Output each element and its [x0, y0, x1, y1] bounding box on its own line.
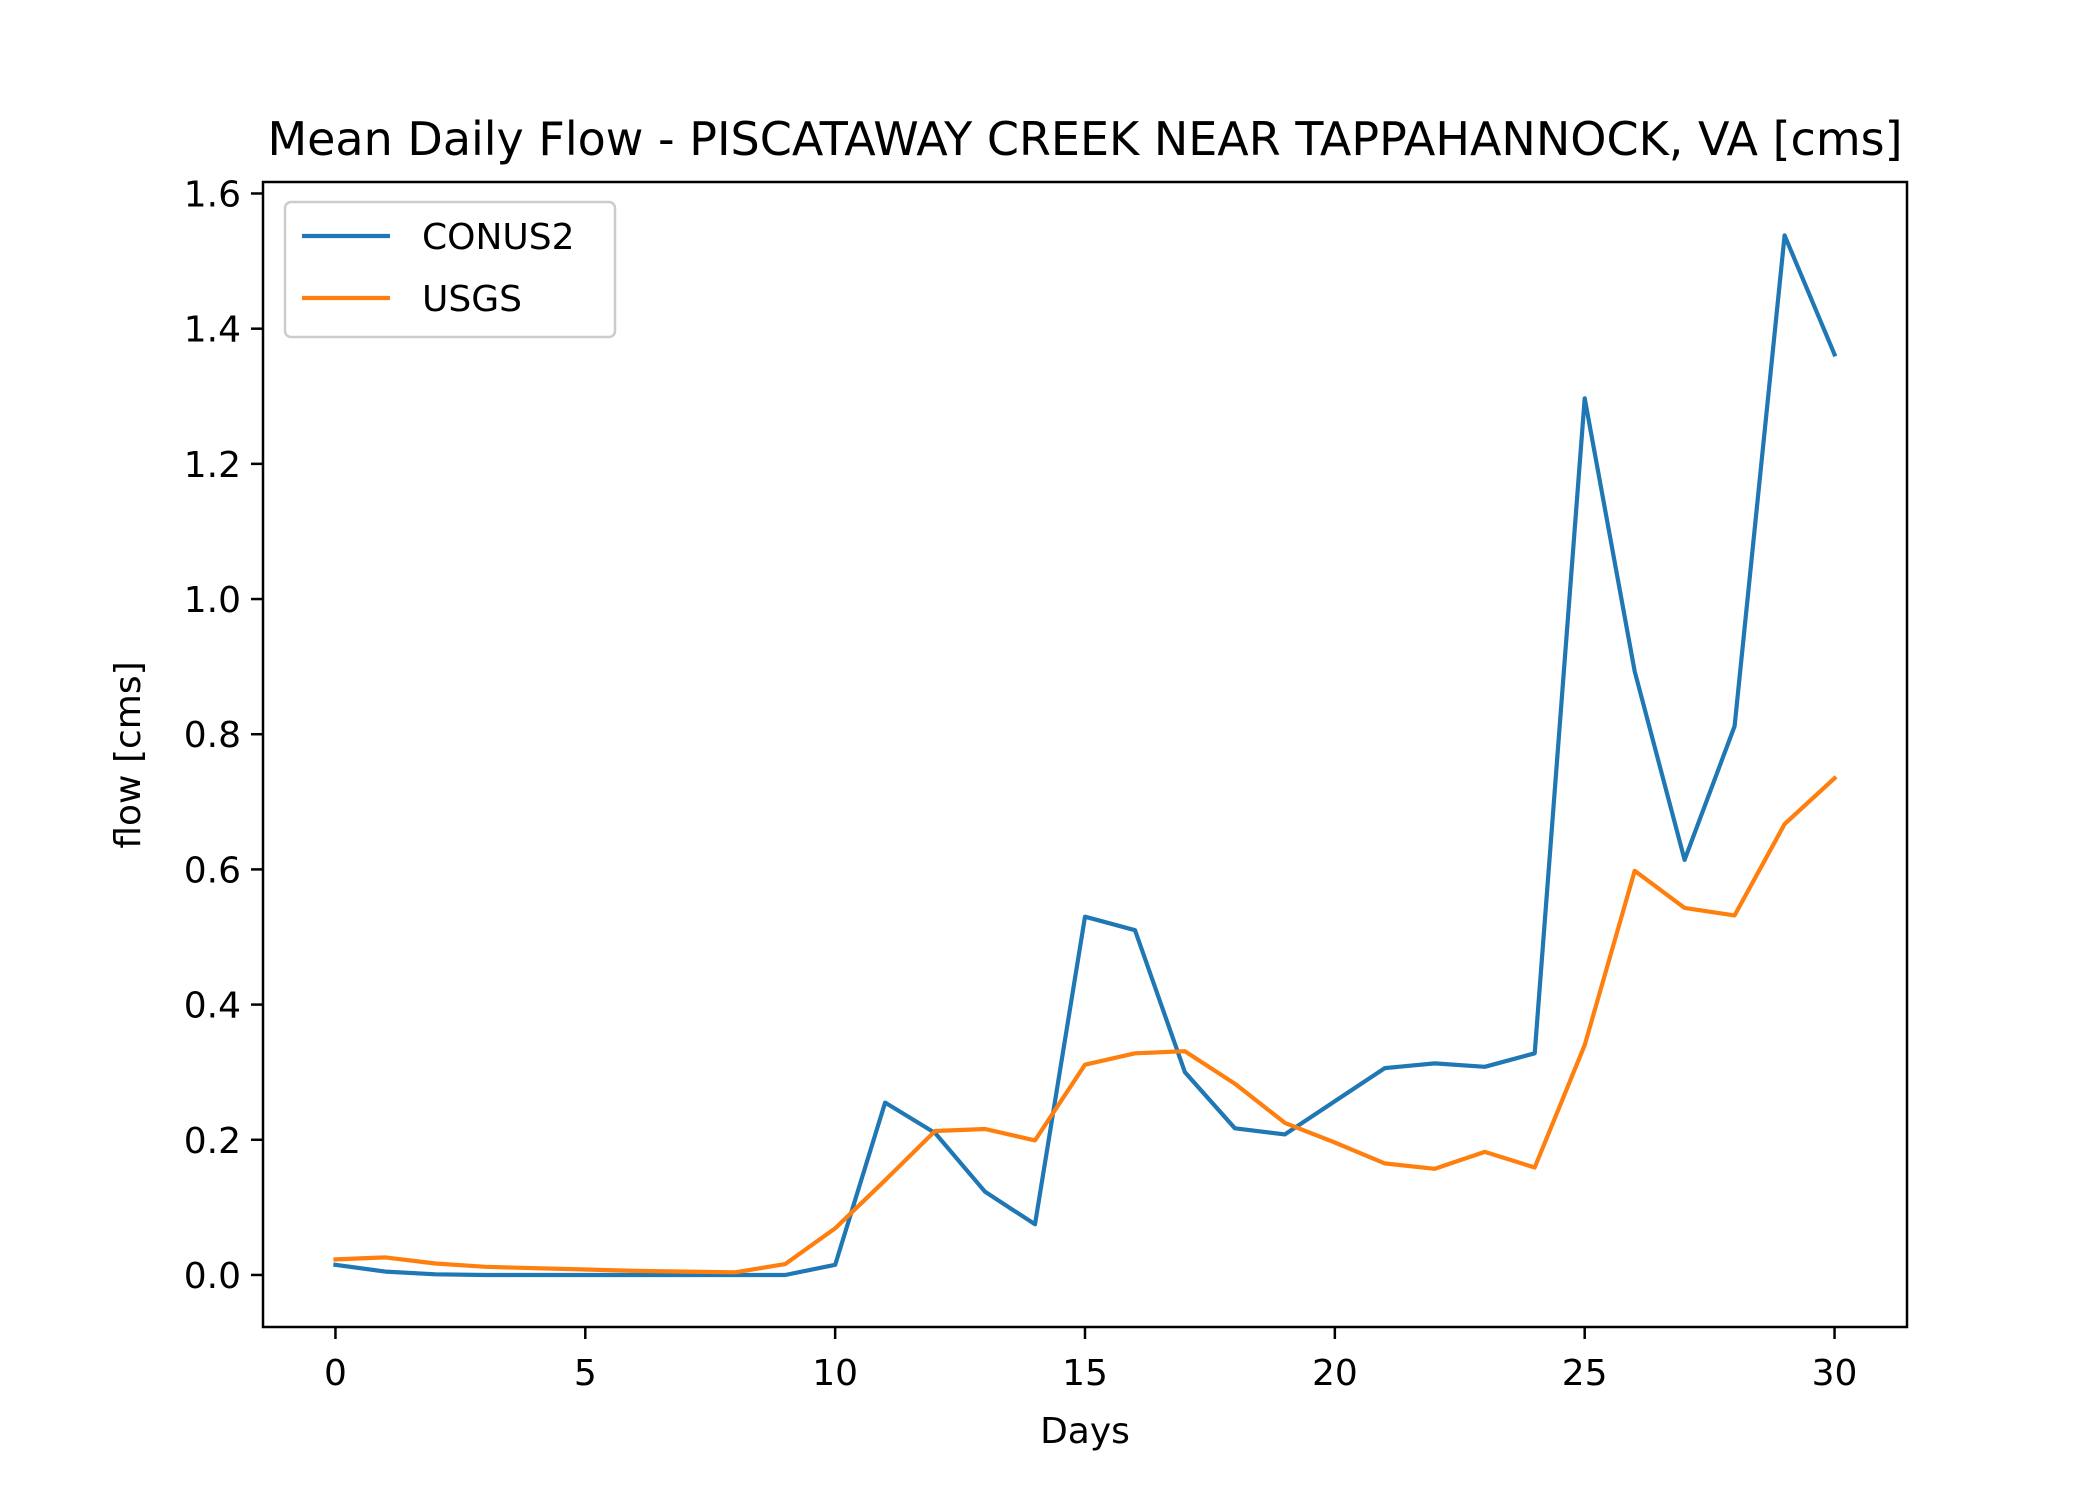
series-line-conus2: [333, 233, 1838, 1278]
y-tick-label: 0.6: [184, 850, 241, 891]
y-tick-label: 0.0: [184, 1256, 241, 1297]
y-tick-label: 0.2: [184, 1121, 241, 1162]
y-tick-label: 1.6: [184, 174, 241, 215]
series-layer: [333, 233, 1838, 1278]
x-tick-label: 10: [812, 1353, 858, 1394]
x-axis-label: Days: [1040, 1411, 1130, 1452]
x-axis: 0 5 10 15 20 25 30: [324, 1327, 1857, 1394]
x-tick-label: 25: [1562, 1353, 1608, 1394]
y-tick-label: 1.2: [184, 445, 241, 486]
chart-title: Mean Daily Flow - PISCATAWAY CREEK NEAR …: [267, 112, 1902, 166]
y-tick-label: 1.4: [184, 310, 241, 351]
legend-label-usgs: USGS: [422, 279, 522, 320]
y-axis-label: flow [cms]: [108, 661, 149, 848]
x-tick-label: 15: [1062, 1353, 1108, 1394]
x-tick-label: 0: [324, 1353, 347, 1394]
plot-frame: [261, 180, 1909, 1329]
y-axis: 0.0 0.2 0.4 0.6 0.8 1.0 1.2 1.4 1.6: [184, 174, 263, 1297]
legend: CONUS2 USGS: [283, 200, 617, 339]
plot-area: [261, 180, 1909, 1329]
y-tick-label: 1.0: [184, 580, 241, 621]
x-tick-label: 30: [1812, 1353, 1858, 1394]
legend-label-conus2: CONUS2: [422, 217, 575, 258]
series-line-usgs: [333, 775, 1838, 1275]
x-tick-label: 20: [1312, 1353, 1358, 1394]
y-tick-label: 0.4: [184, 986, 241, 1027]
x-tick-label: 5: [574, 1353, 597, 1394]
y-tick-label: 0.8: [184, 715, 241, 756]
